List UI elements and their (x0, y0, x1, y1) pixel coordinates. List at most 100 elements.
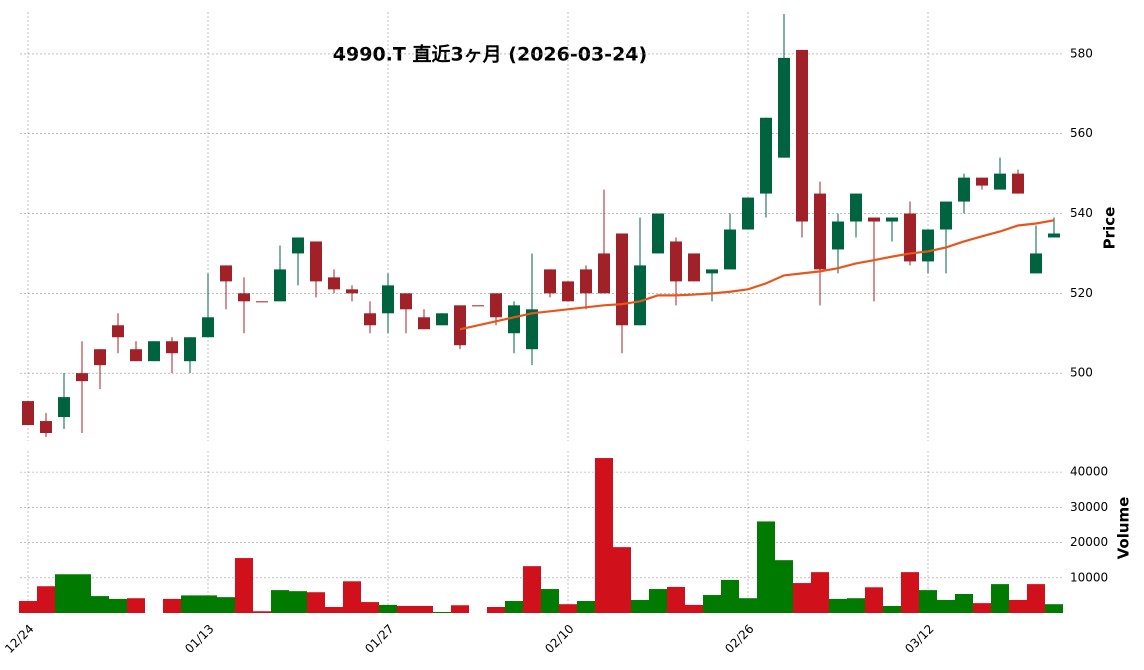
candle-body (436, 313, 448, 326)
candle-body (958, 177, 970, 202)
candle-body (778, 57, 790, 158)
candle-body (850, 193, 862, 222)
volume-bar (199, 595, 217, 613)
candle-body (832, 221, 844, 250)
candle-body (382, 285, 394, 314)
moving-average-line (459, 219, 1055, 331)
volume-bar (271, 590, 289, 613)
volume-bar (937, 599, 955, 613)
y-tick-label: 520 (1070, 286, 1093, 300)
volume-bar (451, 605, 469, 613)
candle-body (472, 305, 484, 307)
volume-bar (775, 560, 793, 613)
candle-body (112, 325, 124, 338)
volume-bar (181, 595, 199, 613)
candle-body (76, 373, 88, 382)
candle-body (634, 265, 646, 326)
candle-body (562, 281, 574, 302)
volume-bar (991, 584, 1009, 613)
candle-body (706, 269, 718, 274)
candle-body (760, 117, 772, 194)
y2-tick-label: 40000 (1070, 465, 1108, 479)
volume-bar (559, 604, 577, 613)
candle-body (544, 269, 556, 294)
volume-bar (685, 604, 703, 613)
volume-bar (919, 590, 937, 613)
volume-bar (91, 596, 109, 613)
candle-body (670, 241, 682, 282)
volume-bar (379, 604, 397, 613)
volume-bar (433, 611, 451, 613)
candle-body (922, 229, 934, 262)
candle-body (904, 213, 916, 262)
volume-bar (343, 581, 361, 613)
volume-bar (307, 592, 325, 613)
candle-body (364, 313, 376, 326)
volume-bar (649, 589, 667, 613)
y2-axis-title: Volume (1115, 497, 1133, 560)
volume-bar (361, 602, 379, 613)
volume-bar (397, 605, 415, 613)
candle-body (40, 421, 52, 434)
candle-body (1012, 173, 1024, 194)
volume-bar (721, 579, 739, 613)
volume-bar (289, 591, 307, 613)
candle-body (868, 217, 880, 222)
candle-body (688, 253, 700, 282)
x-tick-label: 01/13 (182, 622, 216, 656)
volume-bar (415, 605, 433, 613)
volume-bar (577, 601, 595, 613)
volume-bar (127, 598, 145, 613)
candle-body (202, 317, 214, 338)
candle-body (616, 233, 628, 326)
candle-body (742, 197, 754, 230)
volume-bar (883, 605, 901, 613)
volume-bar (595, 458, 613, 613)
candle-body (58, 397, 70, 418)
x-tick-label: 01/27 (362, 622, 396, 656)
candle-body (220, 265, 232, 282)
x-tick-label: 02/26 (722, 622, 756, 656)
candle-body (994, 173, 1006, 190)
volume-bar (163, 598, 181, 613)
volume-bar (1009, 599, 1027, 613)
volume-bar (703, 595, 721, 613)
volume-bar (811, 572, 829, 613)
candle-body (400, 293, 412, 310)
candle-body (814, 193, 826, 270)
candle-body (454, 305, 466, 346)
candle-body (238, 293, 250, 302)
candle-body (292, 237, 304, 254)
volume-bar (253, 611, 271, 613)
y-tick-label: 560 (1070, 126, 1093, 140)
volume-bar (1027, 584, 1045, 613)
candle-body (490, 293, 502, 318)
volume-bar (613, 547, 631, 613)
candle-body (526, 309, 538, 350)
candle-body (130, 349, 142, 362)
candle-body (346, 289, 358, 294)
y-tick-label: 540 (1070, 206, 1093, 220)
volume-bar (73, 574, 91, 613)
candle-body (796, 49, 808, 222)
candle-body (328, 277, 340, 290)
volume-bar (487, 607, 505, 613)
volume-bar (1045, 604, 1063, 613)
volume-bar (901, 572, 919, 613)
candle-body (274, 269, 286, 302)
candle-body (886, 217, 898, 222)
candle-body (148, 341, 160, 362)
volume-bar (793, 583, 811, 613)
volume-bar (523, 566, 541, 613)
volume-bar (973, 603, 991, 613)
volume-bar (109, 598, 127, 613)
volume-bar (667, 586, 685, 613)
volume-bar (235, 558, 253, 613)
candle-body (598, 253, 610, 294)
y2-tick-label: 30000 (1070, 500, 1108, 514)
candle-body (166, 341, 178, 354)
volume-bar (847, 598, 865, 613)
volume-bar (19, 601, 37, 613)
y-tick-label: 500 (1070, 366, 1093, 380)
